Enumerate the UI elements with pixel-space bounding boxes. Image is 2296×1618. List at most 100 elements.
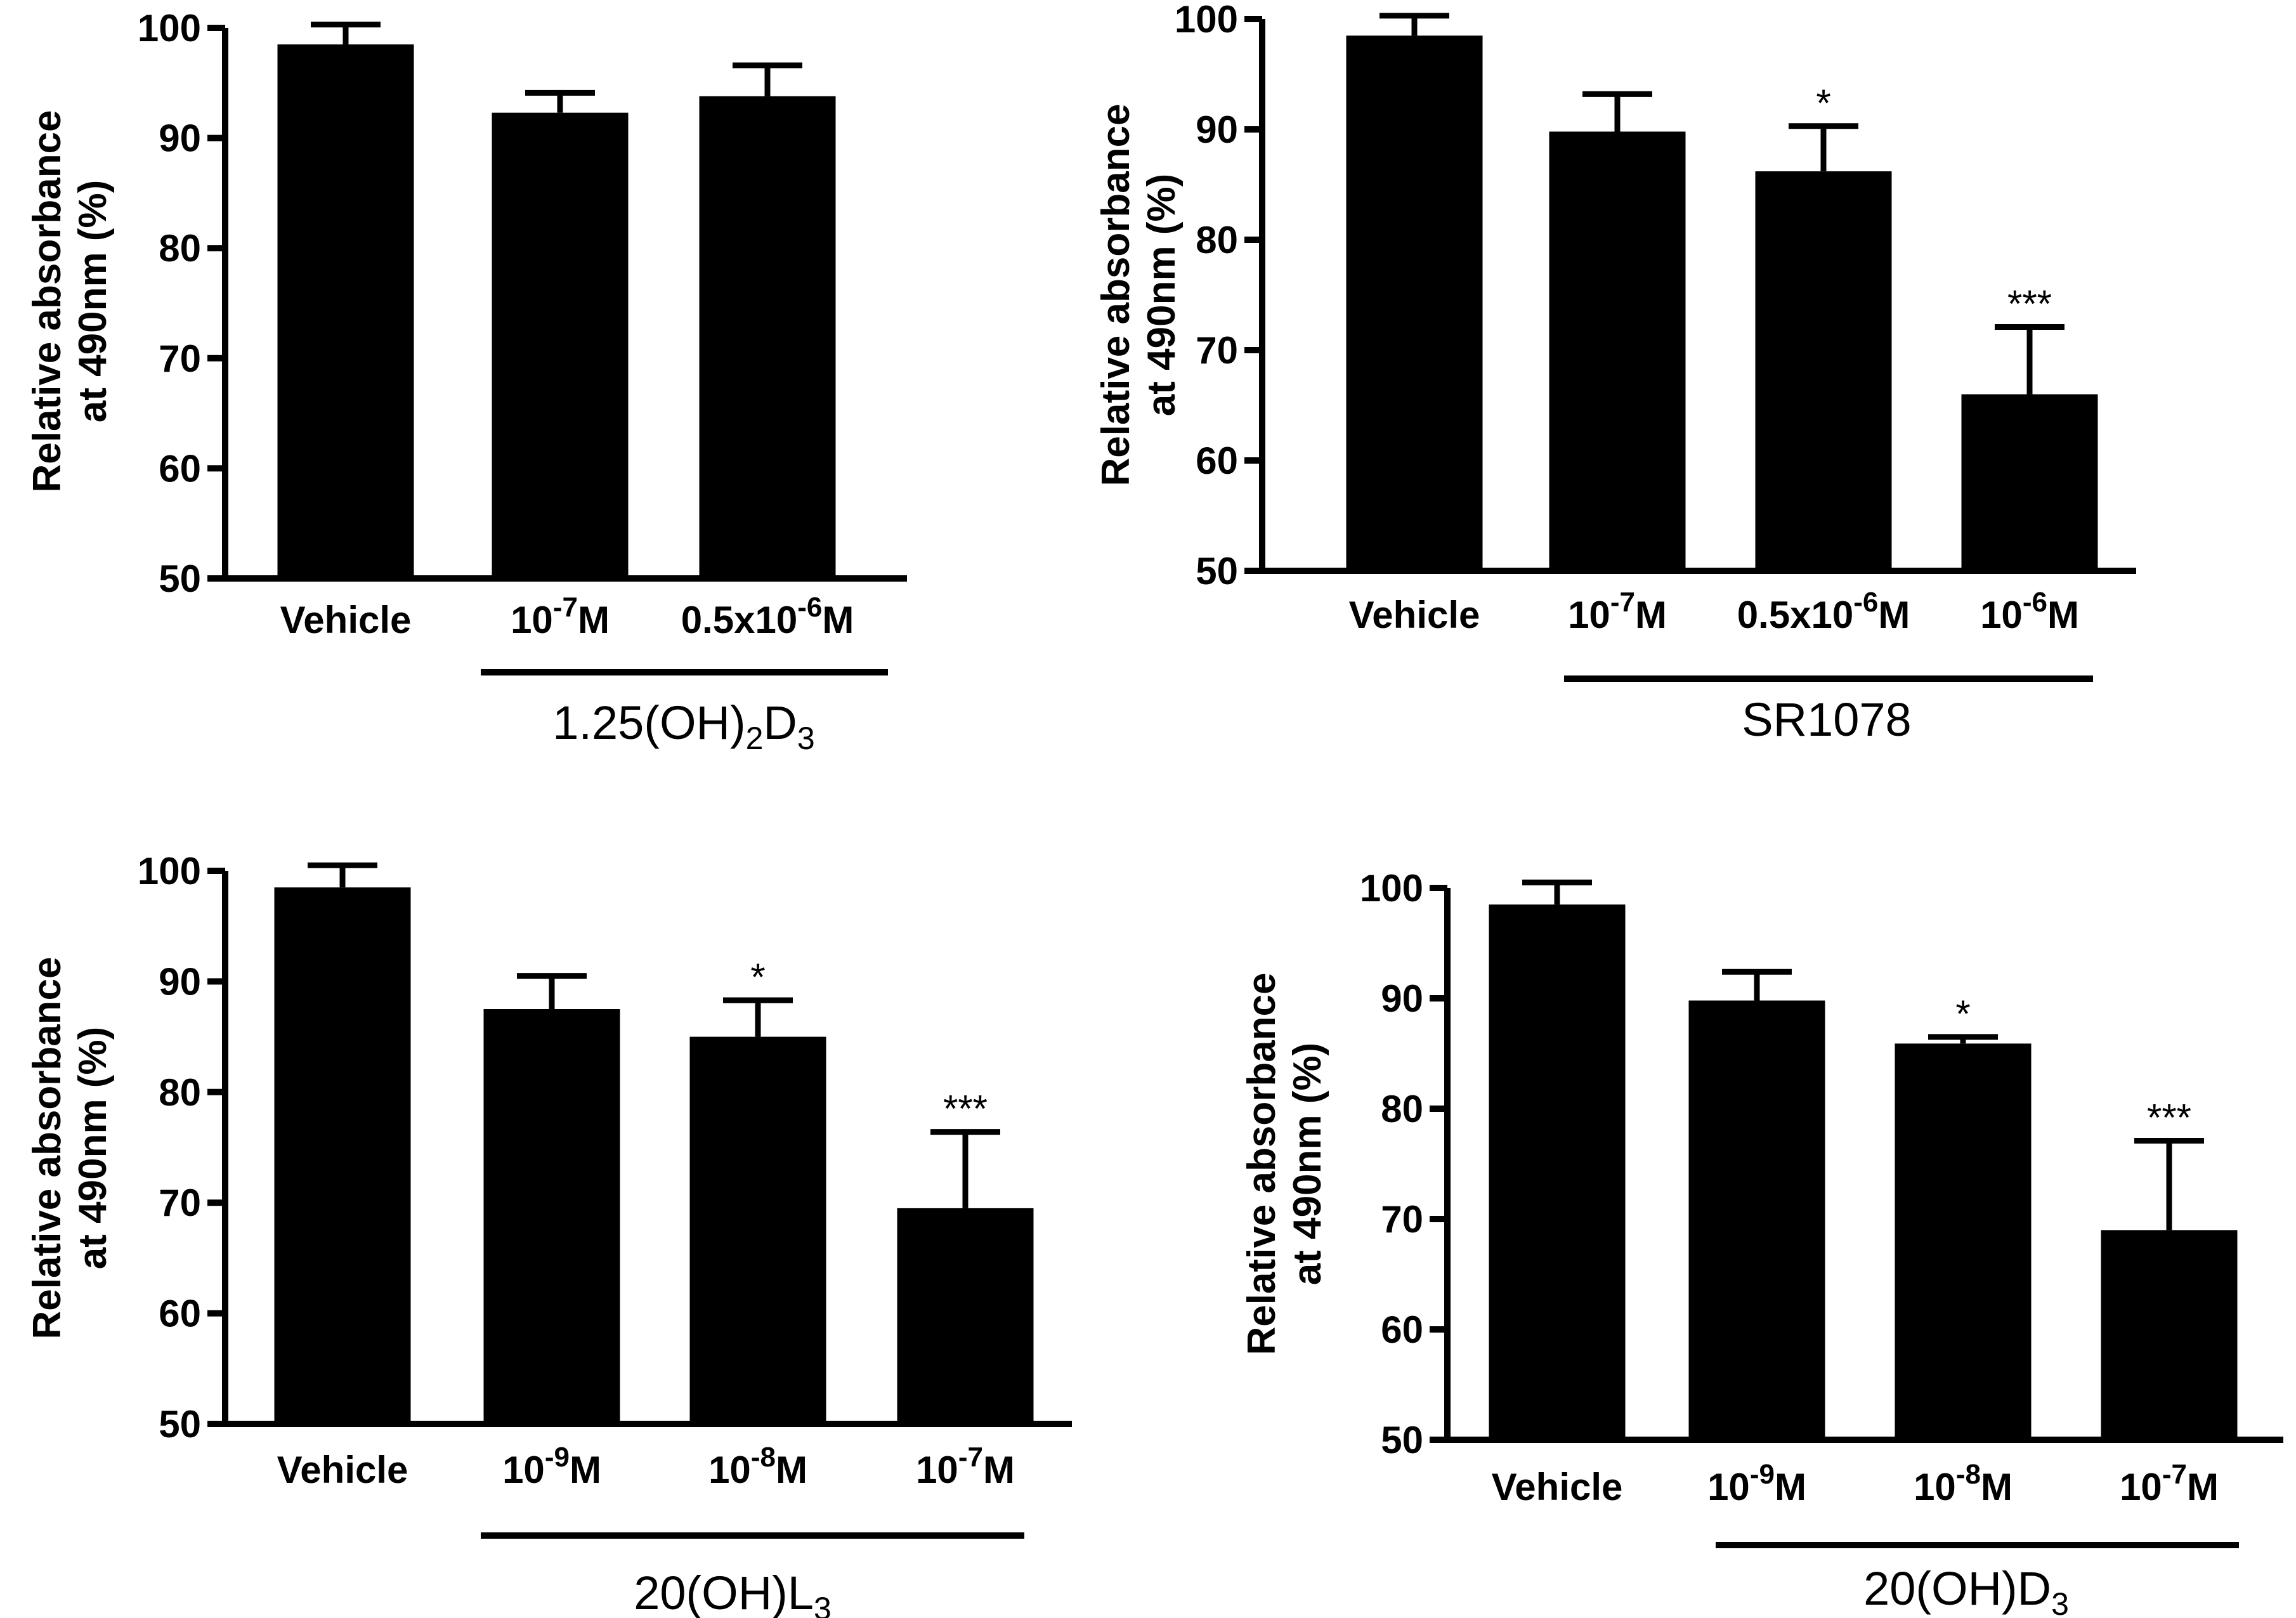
bar: [897, 1208, 1034, 1424]
chart-panel-3: 50 60 70 80 90 100 Relative absorbanceat 490nm…: [25, 850, 1072, 1618]
y-tick-label: 90: [1196, 108, 1238, 151]
category-label: 10-7M: [511, 592, 610, 641]
y-tick-label: 100: [1175, 0, 1238, 41]
y-tick-label: 80: [1381, 1088, 1423, 1130]
category-label: 10-8M: [708, 1442, 807, 1491]
category-label-base: Vehicle: [1492, 1466, 1623, 1508]
category-label-unit: M: [578, 599, 610, 641]
bar: [2101, 1230, 2238, 1440]
y-axis-label-line-1: Relative absorbance: [1094, 103, 1138, 486]
bar: [1346, 36, 1483, 571]
y-tick-label: 80: [159, 227, 201, 270]
category-label: 10-7M: [1568, 587, 1667, 636]
y-tick-label: 90: [1381, 977, 1423, 1020]
bar: [699, 96, 836, 578]
significance-marker: *: [1816, 82, 1830, 124]
y-tick-label: 80: [1196, 219, 1238, 261]
category-label-exponent: -9: [1750, 1459, 1775, 1490]
group-label-main: 20(OH)D: [1863, 1562, 2051, 1615]
y-axis-label-line-2: at 490nm (%): [71, 1027, 115, 1269]
y-tick-label: 50: [1381, 1419, 1423, 1461]
bar: [1961, 394, 2098, 571]
category-label: 10-8M: [1914, 1459, 2012, 1508]
y-tick-label: 70: [1196, 329, 1238, 372]
category-label: Vehicle: [1349, 594, 1480, 636]
bar: [277, 44, 414, 579]
category-label-base: 10: [916, 1449, 958, 1491]
category-label: Vehicle: [277, 1449, 408, 1491]
y-axis-label-line-2: at 490nm (%): [71, 180, 115, 422]
category-label-unit: M: [983, 1449, 1015, 1491]
category-label-base: 10: [1980, 594, 2023, 636]
bar: [1688, 1000, 1825, 1440]
y-axis-label-line-1: Relative absorbance: [25, 956, 69, 1339]
significance-marker: *: [750, 956, 765, 998]
category-label-exponent: -8: [1956, 1459, 1981, 1490]
category-label-exponent: -7: [1610, 587, 1635, 618]
significance-marker: ***: [2007, 282, 2052, 325]
category-label-unit: M: [1878, 594, 1910, 636]
y-tick-label: 50: [1196, 550, 1238, 592]
bar: [1489, 904, 1626, 1440]
category-label: 0.5x10-6M: [681, 592, 854, 641]
treatment-group-label: 20(OH)D3: [1863, 1562, 2069, 1618]
bar: [1895, 1043, 2032, 1440]
y-axis-label-line-1: Relative absorbance: [25, 110, 69, 492]
category-label: 10-9M: [1707, 1459, 1806, 1508]
category-label-base: 10: [1914, 1466, 1956, 1508]
category-label-base: Vehicle: [1349, 594, 1480, 636]
category-label-exponent: -6: [2023, 587, 2047, 618]
y-tick-label: 90: [159, 960, 201, 1003]
category-label-exponent: -8: [751, 1442, 776, 1473]
category-label-exponent: -6: [1853, 587, 1878, 618]
y-axis-label: Relative absorbanceat 490nm (%): [1240, 972, 1329, 1355]
y-tick-label: 100: [138, 850, 201, 892]
category-label-base: 10: [1568, 594, 1610, 636]
bar: [492, 112, 629, 578]
category-label: 10-9M: [502, 1442, 601, 1491]
group-label-subscript: 2: [746, 721, 764, 756]
y-axis-label: Relative absorbanceat 490nm (%): [25, 956, 115, 1339]
chart-panel-2: 50 60 70 80 90 100 Relative absorbanceat 490nm…: [1094, 0, 2136, 746]
y-axis-label: Relative absorbanceat 490nm (%): [25, 110, 115, 492]
chart-panel-4: 50 60 70 80 90 100 Relative absorbanceat 490nm…: [1240, 867, 2283, 1618]
category-label-unit: M: [1775, 1466, 1806, 1508]
treatment-group-label: SR1078: [1742, 693, 1911, 746]
category-label: 10-6M: [1980, 587, 2079, 636]
bar: [1549, 131, 1686, 571]
group-label-main: 1.25(OH): [552, 696, 745, 749]
y-axis-label-line-1: Relative absorbance: [1240, 972, 1284, 1355]
bar: [1755, 171, 1892, 571]
category-label-base: 10: [708, 1449, 751, 1491]
category-label-unit: M: [1981, 1466, 2012, 1508]
y-tick-label: 50: [159, 1403, 201, 1445]
y-tick-label: 100: [138, 7, 201, 49]
category-label: Vehicle: [1492, 1466, 1623, 1508]
group-label-main: 20(OH)L: [634, 1567, 814, 1618]
category-label-exponent: -7: [553, 592, 578, 623]
category-label-base: Vehicle: [277, 1449, 408, 1491]
category-label: Vehicle: [280, 599, 412, 641]
y-tick-label: 90: [159, 117, 201, 160]
y-tick-label: 60: [159, 447, 201, 490]
category-label: 0.5x10-6M: [1737, 587, 1910, 636]
category-label-base: 10: [511, 599, 553, 641]
category-label-base: 10: [2120, 1466, 2162, 1508]
category-label-unit: M: [776, 1449, 807, 1491]
y-tick-label: 70: [159, 337, 201, 380]
category-label-exponent: -7: [2162, 1459, 2187, 1490]
bar: [483, 1009, 620, 1424]
y-tick-label: 50: [159, 558, 201, 600]
y-tick-label: 70: [159, 1182, 201, 1224]
group-label-mid: D: [763, 696, 797, 749]
y-tick-label: 60: [1196, 440, 1238, 482]
y-tick-label: 80: [159, 1071, 201, 1114]
group-label-main: SR1078: [1742, 693, 1911, 746]
category-label-unit: M: [570, 1449, 601, 1491]
category-label-base: 0.5x10: [1737, 594, 1854, 636]
significance-marker: ***: [2147, 1096, 2191, 1138]
category-label: 10-7M: [916, 1442, 1015, 1491]
y-tick-label: 60: [1381, 1308, 1423, 1351]
y-axis-label-line-2: at 490nm (%): [1286, 1043, 1329, 1285]
